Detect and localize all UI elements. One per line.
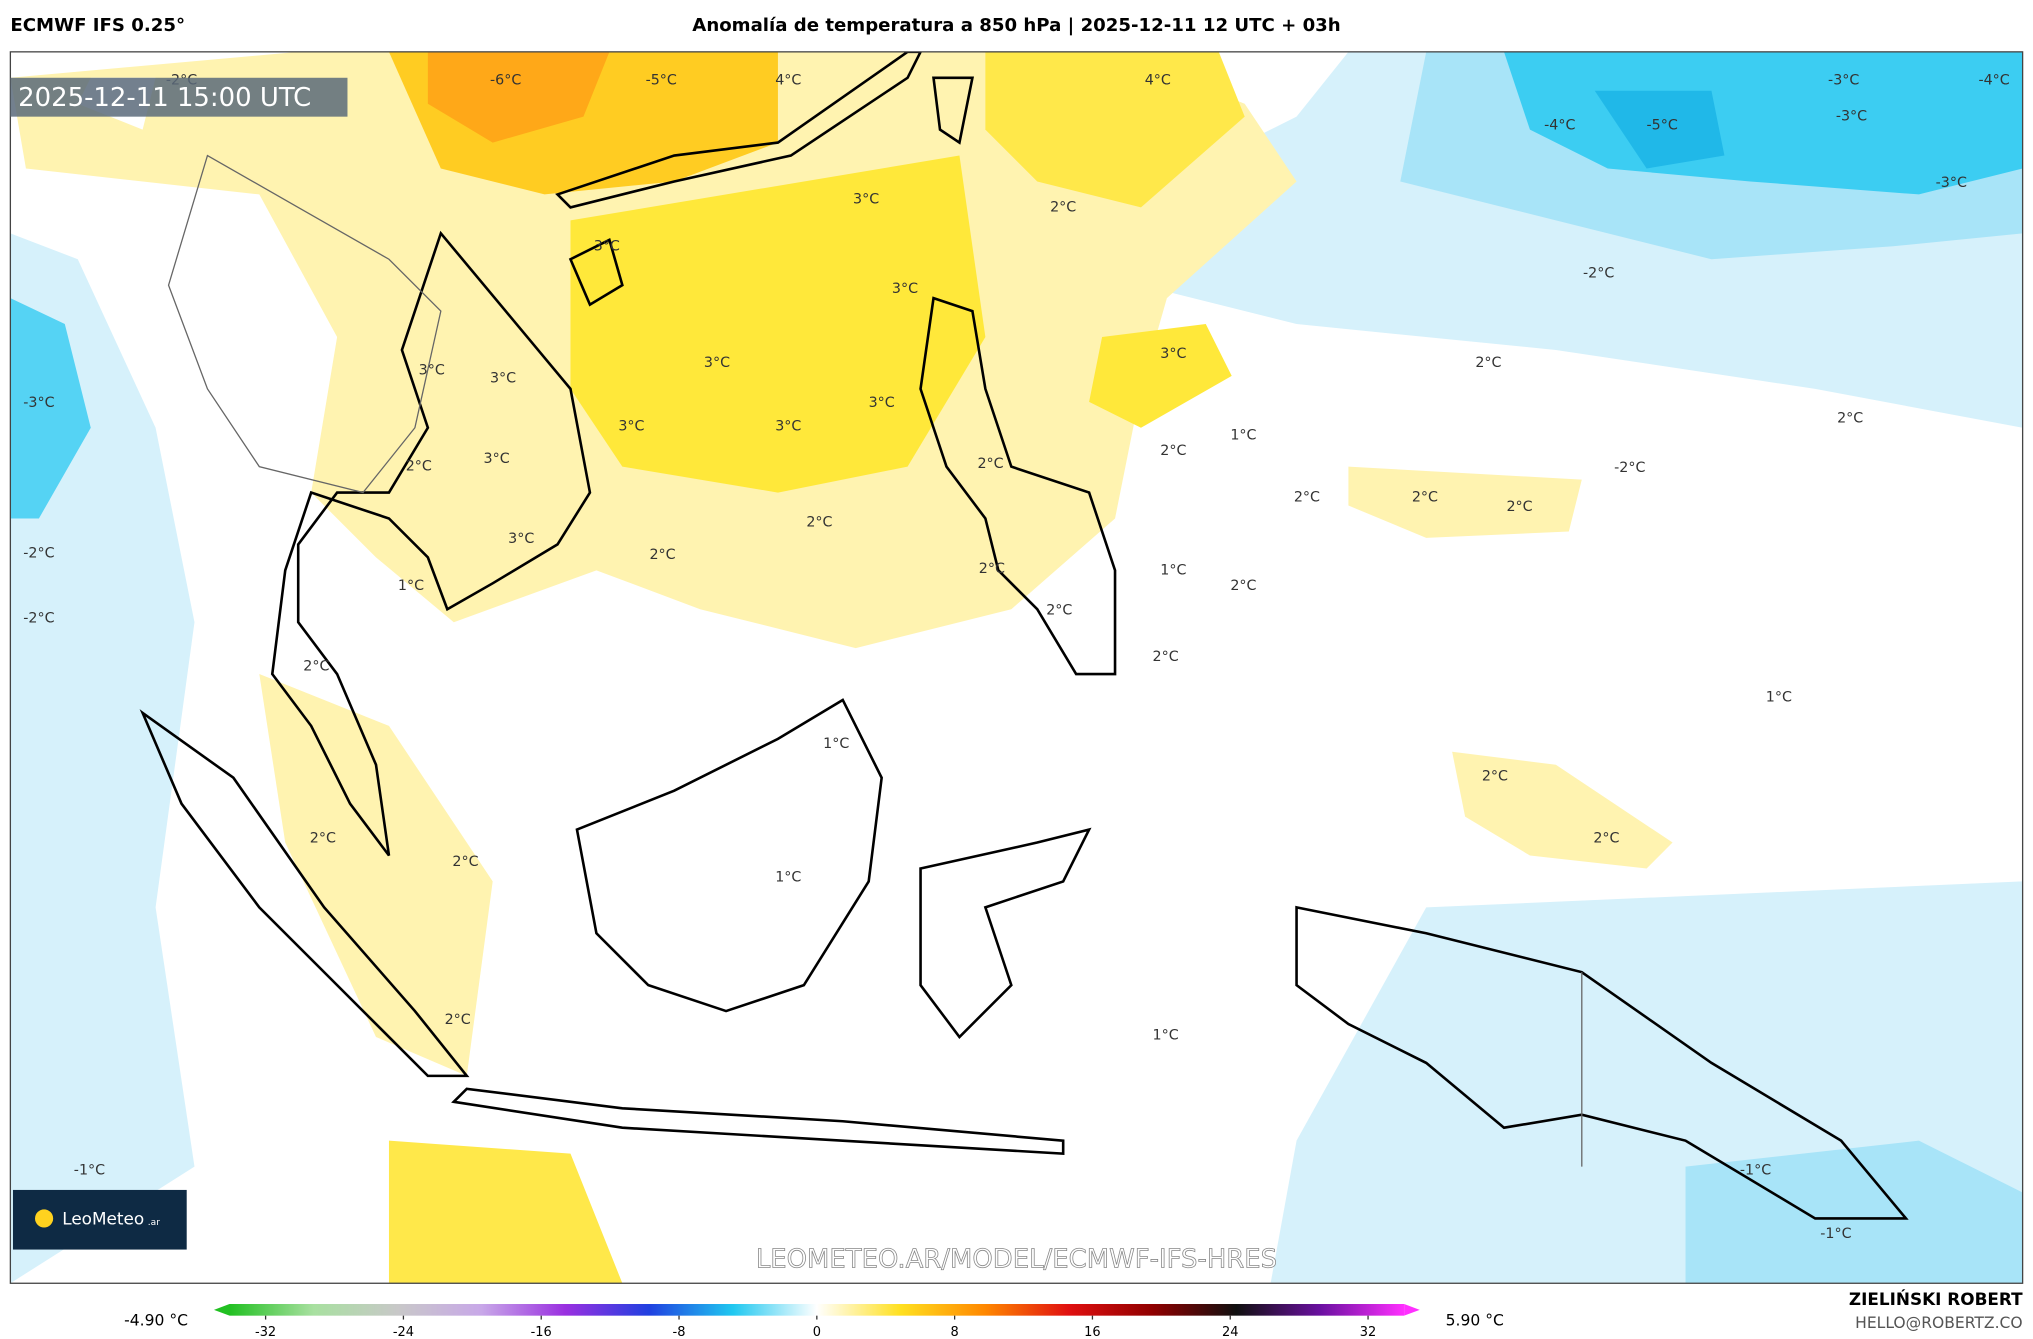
logo-sun: [35, 1209, 54, 1228]
contour-label: 2°C: [406, 459, 432, 475]
contour-label: -3°C: [1936, 175, 1967, 191]
logo-text: LeoMeteo: [62, 1209, 144, 1229]
contour-labels: -2°C -6°C -5°C 4°C 4°C -3°C -4°C -4°C -5°C -3°C -3…: [23, 72, 2010, 1242]
min-label: -4.90 °C: [124, 1311, 188, 1329]
contour-label: 3°C: [419, 363, 445, 379]
colorbar-tick-label: 32: [1360, 1325, 1376, 1339]
contour-label: 2°C: [977, 456, 1003, 472]
contour-label: 2°C: [1506, 499, 1532, 515]
contour-label: 2°C: [1050, 199, 1076, 215]
contour-label: -1°C: [1820, 1226, 1851, 1242]
contour-label: 1°C: [1230, 428, 1256, 444]
max-label: 5.90 °C: [1446, 1311, 1504, 1329]
contour-label: 1°C: [1160, 562, 1186, 578]
colorbar-tick-label: 8: [951, 1325, 959, 1339]
colorbar-tick-label: 16: [1084, 1325, 1100, 1339]
contour-label: 2°C: [445, 1012, 471, 1028]
contour-label: 4°C: [1145, 72, 1171, 88]
contour-label: -2°C: [1583, 266, 1614, 282]
contour-label: 2°C: [1294, 490, 1320, 506]
contour-label: 2°C: [979, 561, 1005, 577]
contour-label: 3°C: [594, 238, 620, 254]
contour-label: 2°C: [1153, 649, 1179, 665]
credit-email: HELLO@ROBERTZ.CO: [1855, 1314, 2022, 1332]
contour-label: 3°C: [1160, 346, 1186, 362]
contour-label: 2°C: [806, 514, 832, 530]
contour-label: 2°C: [1160, 443, 1186, 459]
logo-suffix: .ar: [148, 1218, 160, 1228]
contour-label: 3°C: [484, 451, 510, 467]
contour-label: 3°C: [508, 531, 534, 547]
contour-label: 3°C: [618, 418, 644, 434]
model-label: ECMWF IFS 0.25°: [10, 15, 185, 36]
contour-label: 1°C: [823, 736, 849, 752]
contour-label: 3°C: [892, 281, 918, 297]
contour-label: -2°C: [23, 545, 54, 561]
contour-label: 1°C: [1153, 1028, 1179, 1044]
colorbar-low-arrow: [213, 1304, 230, 1316]
contour-label: 3°C: [869, 395, 895, 411]
contour-label: 4°C: [775, 72, 801, 88]
contour-label: 2°C: [310, 831, 336, 847]
colorbar: -32 -24 -16 -8 0 8 16 24 32: [213, 1304, 1420, 1339]
contour-label: 1°C: [1766, 689, 1792, 705]
colorbar-tick-label: -16: [531, 1325, 552, 1339]
colorbar-fill: [229, 1304, 1405, 1316]
contour-label: -4°C: [1978, 72, 2009, 88]
contour-label: -3°C: [1836, 109, 1867, 125]
contour-label: 3°C: [490, 370, 516, 386]
contour-label: 2°C: [303, 658, 329, 674]
credit-name: ZIELIŃSKI ROBERT: [1849, 1288, 2023, 1309]
contour-label: 3°C: [775, 418, 801, 434]
valid-time: 2025-12-11 15:00 UTC: [18, 83, 311, 113]
contour-label: 3°C: [853, 192, 879, 208]
contour-label: -2°C: [23, 610, 54, 626]
time-box: [10, 77, 348, 117]
contour-label: 1°C: [775, 870, 801, 886]
contour-label: -3°C: [23, 395, 54, 411]
contour-label: -6°C: [490, 72, 521, 88]
contour-label: 2°C: [452, 854, 478, 870]
contour-label: 2°C: [1593, 831, 1619, 847]
colorbar-tick-label: 24: [1222, 1325, 1238, 1339]
map-field: [10, 51, 2023, 1284]
contour-label: 2°C: [1837, 411, 1863, 427]
contour-label: 2°C: [1046, 603, 1072, 619]
contour-label: -1°C: [1740, 1162, 1771, 1178]
colorbar-high-arrow: [1404, 1304, 1420, 1316]
watermark: LEOMETEO.AR/MODEL/ECMWF-IFS-HRES: [756, 1244, 1277, 1274]
contour-label: 2°C: [1482, 768, 1508, 784]
contour-label: 2°C: [1412, 490, 1438, 506]
contour-label: 2°C: [1475, 355, 1501, 371]
contour-label: -2°C: [1614, 460, 1645, 476]
contour-label: -4°C: [1544, 118, 1575, 134]
contour-label: 2°C: [649, 547, 675, 563]
map-frame: [9, 51, 2024, 1284]
contour-label: 3°C: [704, 355, 730, 371]
contour-label: 1°C: [398, 578, 424, 594]
colorbar-tick-label: -24: [393, 1325, 414, 1339]
contour-label: -5°C: [646, 72, 677, 88]
contour-label: 2°C: [1230, 578, 1256, 594]
contour-label: -5°C: [1647, 118, 1678, 134]
contour-label: -3°C: [1828, 72, 1859, 88]
colorbar-tick-label: 0: [813, 1325, 821, 1339]
colorbar-tick-label: -8: [673, 1325, 686, 1339]
map-title: Anomalía de temperatura a 850 hPa | 2025…: [692, 15, 1340, 36]
contour-label: -1°C: [74, 1162, 105, 1178]
colorbar-tick-label: -32: [255, 1325, 276, 1339]
